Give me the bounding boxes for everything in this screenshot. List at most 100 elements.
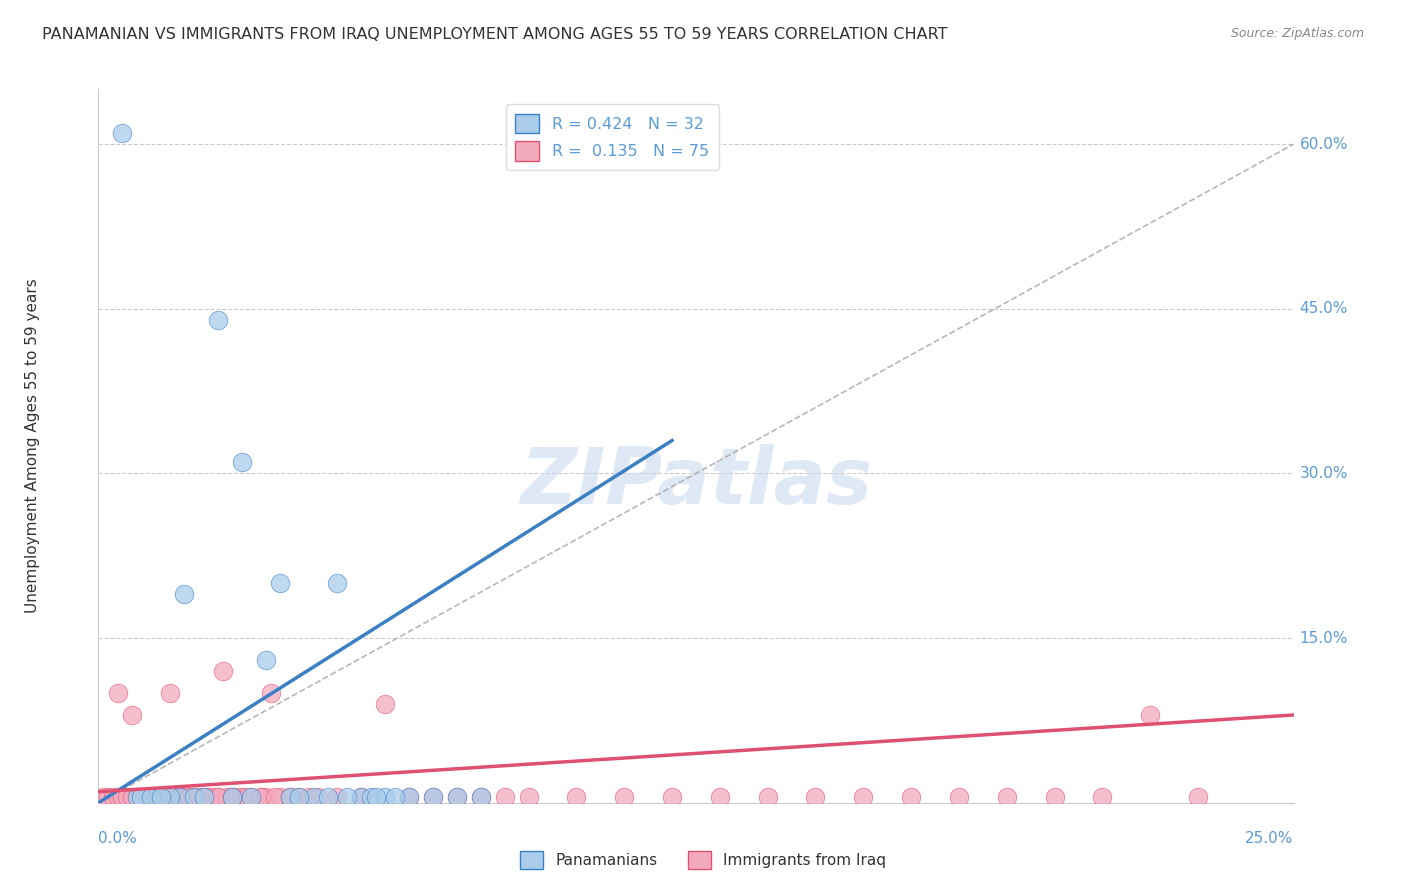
Point	[202, 790, 225, 805]
Point	[278, 790, 301, 805]
Text: PANAMANIAN VS IMMIGRANTS FROM IRAQ UNEMPLOYMENT AMONG AGES 55 TO 59 YEARS CORREL: PANAMANIAN VS IMMIGRANTS FROM IRAQ UNEMP…	[42, 27, 948, 42]
Point	[852, 790, 875, 805]
Point	[613, 790, 636, 805]
Point	[517, 790, 540, 805]
Point	[494, 790, 516, 805]
Point	[145, 790, 167, 805]
Point	[221, 790, 243, 805]
Text: Source: ZipAtlas.com: Source: ZipAtlas.com	[1230, 27, 1364, 40]
Point	[111, 126, 134, 140]
Point	[288, 790, 311, 805]
Point	[374, 697, 396, 711]
Point	[259, 686, 281, 700]
Point	[398, 790, 420, 805]
Point	[278, 790, 301, 805]
Point	[384, 790, 406, 805]
Point	[398, 790, 420, 805]
Point	[149, 790, 172, 805]
Point	[125, 790, 148, 805]
Legend: Panamanians, Immigrants from Iraq: Panamanians, Immigrants from Iraq	[515, 845, 891, 875]
Point	[446, 790, 468, 805]
Point	[97, 790, 120, 805]
Point	[302, 790, 325, 805]
Point	[995, 790, 1018, 805]
Text: 0.0%: 0.0%	[98, 831, 138, 847]
Point	[145, 790, 167, 805]
Point	[163, 790, 186, 805]
Point	[179, 790, 201, 805]
Point	[173, 587, 195, 601]
Text: 45.0%: 45.0%	[1299, 301, 1348, 317]
Point	[221, 790, 243, 805]
Point	[422, 790, 444, 805]
Point	[101, 790, 124, 805]
Point	[211, 664, 233, 678]
Point	[121, 708, 143, 723]
Point	[107, 790, 129, 805]
Point	[269, 576, 291, 591]
Point	[183, 790, 205, 805]
Point	[1091, 790, 1114, 805]
Point	[422, 790, 444, 805]
Point	[446, 790, 468, 805]
Point	[159, 686, 181, 700]
Point	[169, 790, 191, 805]
Point	[661, 790, 683, 805]
Point	[173, 790, 195, 805]
Point	[264, 790, 287, 805]
Point	[307, 790, 329, 805]
Point	[187, 790, 209, 805]
Point	[163, 790, 186, 805]
Text: ZIPatlas: ZIPatlas	[520, 443, 872, 520]
Point	[565, 790, 588, 805]
Point	[278, 790, 301, 805]
Point	[193, 790, 215, 805]
Point	[125, 790, 148, 805]
Point	[207, 790, 229, 805]
Point	[804, 790, 827, 805]
Point	[470, 790, 492, 805]
Point	[470, 790, 492, 805]
Point	[193, 790, 215, 805]
Point	[240, 790, 263, 805]
Point	[350, 790, 373, 805]
Point	[1139, 708, 1161, 723]
Point	[288, 790, 311, 805]
Point	[155, 790, 177, 805]
Text: Unemployment Among Ages 55 to 59 years: Unemployment Among Ages 55 to 59 years	[25, 278, 41, 614]
Point	[231, 455, 253, 469]
Text: 30.0%: 30.0%	[1299, 466, 1348, 481]
Point	[326, 790, 349, 805]
Point	[217, 790, 239, 805]
Point	[121, 790, 143, 805]
Legend: R = 0.424   N = 32, R =  0.135   N = 75: R = 0.424 N = 32, R = 0.135 N = 75	[506, 104, 718, 170]
Point	[350, 790, 373, 805]
Point	[240, 790, 263, 805]
Point	[169, 790, 191, 805]
Point	[298, 790, 321, 805]
Point	[193, 790, 215, 805]
Point	[948, 790, 970, 805]
Point	[149, 790, 172, 805]
Point	[197, 790, 219, 805]
Point	[139, 790, 162, 805]
Point	[115, 790, 138, 805]
Point	[250, 790, 273, 805]
Point	[131, 790, 153, 805]
Point	[111, 790, 134, 805]
Point	[756, 790, 779, 805]
Point	[254, 790, 277, 805]
Point	[254, 653, 277, 667]
Point	[231, 790, 253, 805]
Point	[149, 790, 172, 805]
Text: 15.0%: 15.0%	[1299, 631, 1348, 646]
Point	[179, 790, 201, 805]
Point	[1187, 790, 1209, 805]
Point	[269, 790, 291, 805]
Point	[235, 790, 257, 805]
Point	[221, 790, 243, 805]
Point	[316, 790, 339, 805]
Text: 25.0%: 25.0%	[1246, 831, 1294, 847]
Point	[1043, 790, 1066, 805]
Point	[135, 790, 157, 805]
